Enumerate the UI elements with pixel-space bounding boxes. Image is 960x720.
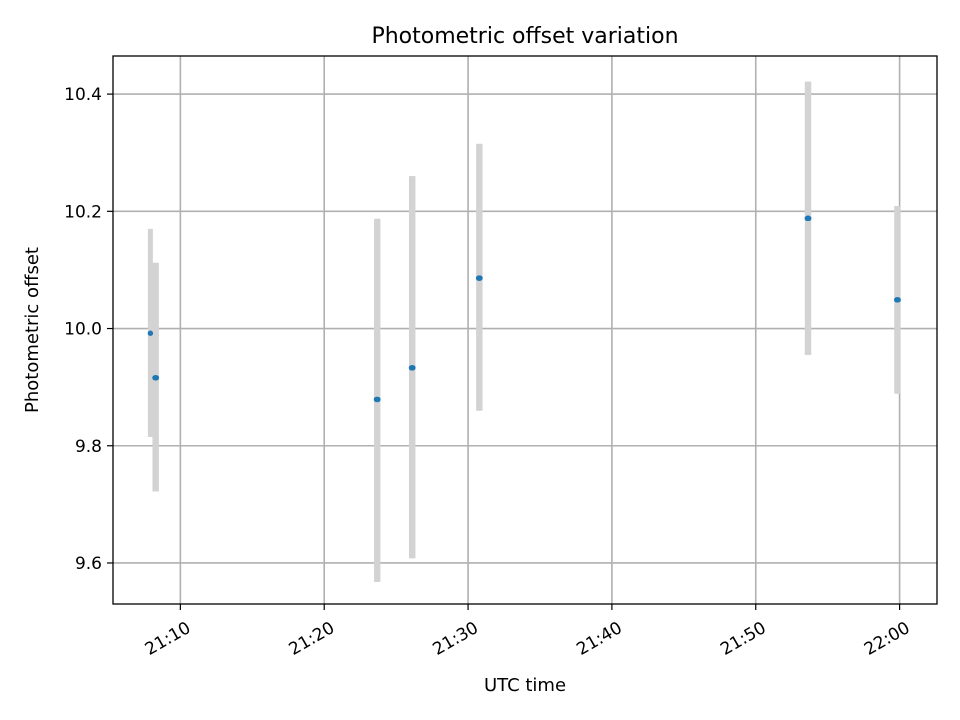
data-point (147, 330, 154, 336)
y-tick-label: 9.8 (75, 437, 102, 457)
data-point (806, 215, 812, 222)
y-tick-label: 10.0 (64, 320, 102, 340)
data-point (895, 297, 901, 303)
plot-frame (112, 55, 938, 605)
y-tick-label: 10.4 (64, 85, 102, 105)
chart-title: Photometric offset variation (371, 24, 678, 49)
y-tick-label: 9.6 (75, 554, 102, 574)
y-axis-label: Photometric offset (22, 247, 43, 413)
grid (113, 56, 937, 604)
data-points (147, 215, 901, 403)
data-point (375, 396, 381, 403)
x-axis-label: UTC time (484, 675, 566, 696)
data-point (153, 375, 160, 381)
data-point (477, 275, 483, 281)
data-point (410, 365, 416, 371)
y-tick-label: 10.2 (64, 202, 102, 222)
